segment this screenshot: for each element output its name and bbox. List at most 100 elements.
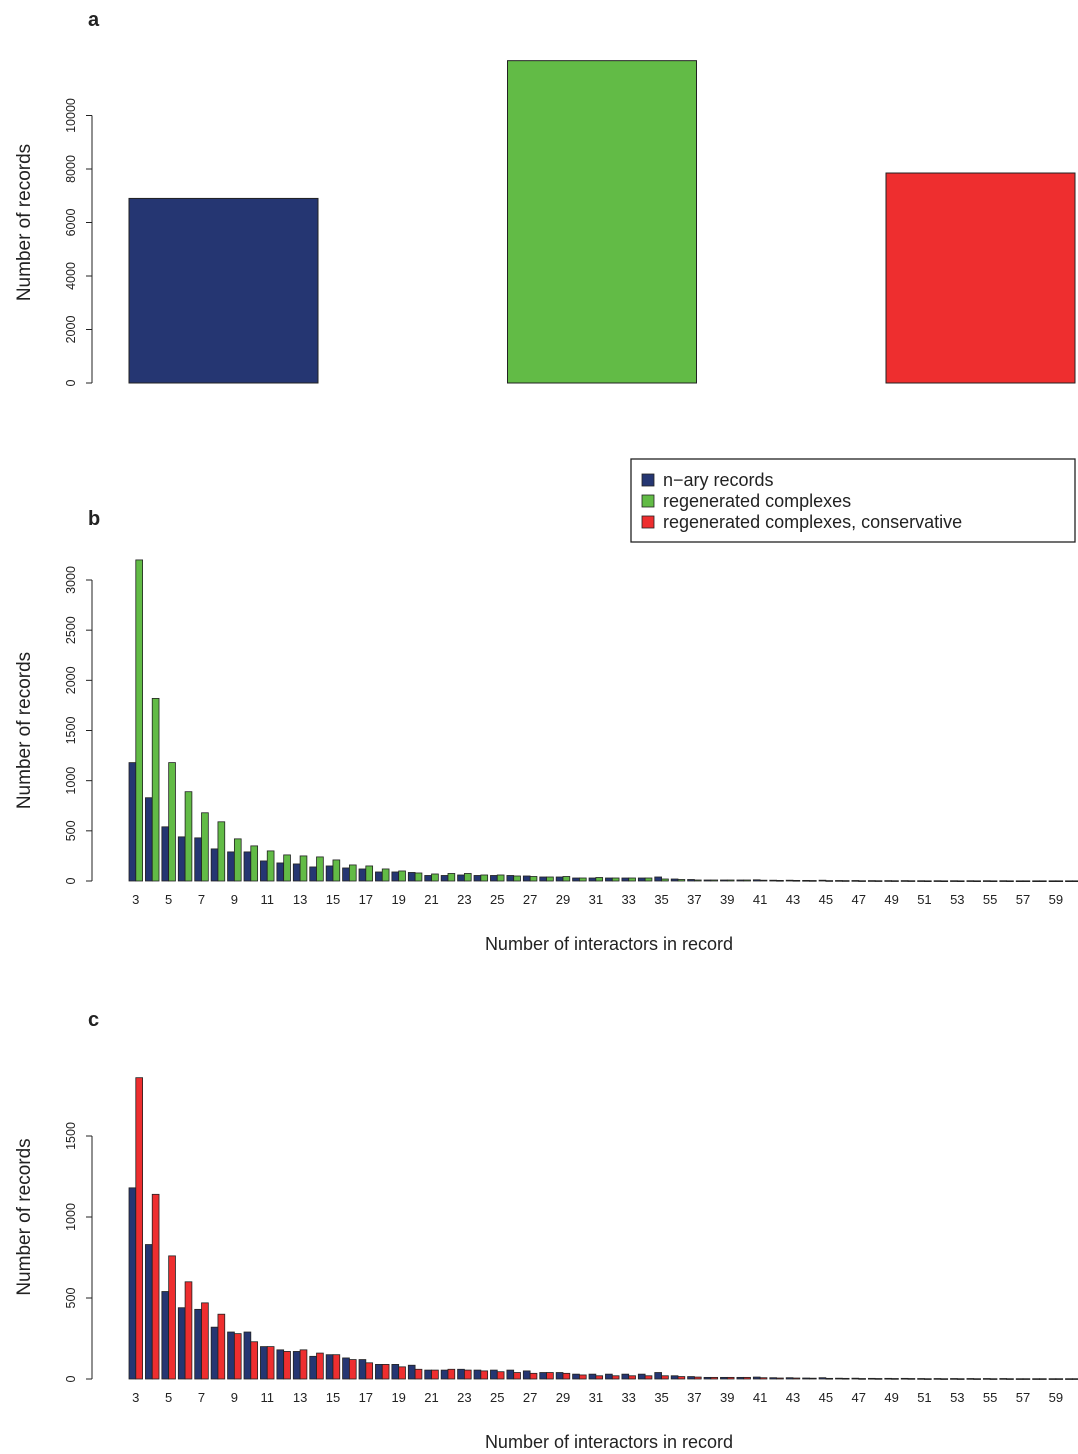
panel-c-x-tick-label: 5: [165, 1390, 172, 1405]
panel-c-bar-conservative-26: [513, 1372, 521, 1380]
panel-c-bar-nary-6: [177, 1307, 186, 1380]
panel-c-bar-conservative-9: [233, 1333, 242, 1380]
panel-b-bar-regenerated-27: [529, 876, 538, 882]
panel-b-bar-regenerated-19: [398, 870, 406, 882]
panel-c-x-tick-label: 51: [917, 1390, 931, 1405]
panel-c-bar-nary-57: [1015, 1378, 1024, 1380]
panel-c-bar-nary-31: [588, 1373, 597, 1380]
panel-b-bar-nary-17: [358, 868, 367, 882]
panel-a-y-tick-label: 4000: [64, 262, 78, 290]
legend-swatch-3: [641, 515, 655, 529]
panel-b-bar-regenerated-36: [677, 879, 686, 882]
panel-b-x-tick-label: 7: [198, 892, 205, 907]
panel-b-bar-nary-6: [177, 836, 186, 882]
panel-b-x-tick-label: 9: [231, 892, 238, 907]
panel-b-bar-regenerated-30: [579, 877, 587, 882]
panel-c-bar-nary-10: [243, 1331, 252, 1380]
panel-c-x-tick-label: 7: [198, 1390, 205, 1405]
panel-b-bar-nary-24: [473, 875, 482, 882]
panel-c-bar-nary-9: [227, 1331, 235, 1380]
panel-b-bar-regenerated-13: [299, 855, 308, 882]
panel-b-bar-nary-34: [637, 877, 646, 882]
panel-b-x-tick-label: 21: [424, 892, 438, 907]
panel-c-bar-conservative-10: [250, 1341, 259, 1380]
panel-c-bar-nary-35: [654, 1372, 662, 1380]
panel-c-bar-nary-34: [637, 1373, 646, 1380]
panel-c-bar-conservative-8: [217, 1313, 226, 1380]
panel-b-x-tick-label: 39: [720, 892, 734, 907]
panel-b-x-tick-label: 31: [589, 892, 603, 907]
panel-b-bar-regenerated-24: [480, 874, 489, 882]
panel-c-bar-conservative-47: [858, 1378, 866, 1380]
panel-c-bar-conservative-23: [463, 1369, 472, 1380]
panel-b-bar-regenerated-10: [250, 845, 259, 882]
panel-b-bar-regenerated-4: [151, 697, 160, 882]
panel-b-bar-regenerated-7: [201, 812, 209, 882]
panel-c-bar-conservative-13: [299, 1349, 308, 1380]
panel-c-x-tick-label: 47: [851, 1390, 865, 1405]
panel-b-bar-regenerated-45: [825, 880, 834, 882]
panel-b-x-tick-label: 57: [1016, 892, 1030, 907]
panel-c-bar-conservative-15: [332, 1354, 341, 1380]
panel-c-bar-conservative-46: [841, 1377, 850, 1380]
panel-b-bar-regenerated-37: [694, 879, 702, 882]
panel-b-bar-regenerated-40: [743, 879, 751, 882]
panel-c-bar-conservative-41: [759, 1377, 768, 1380]
panel-b-x-tick-label: 19: [391, 892, 405, 907]
panel-b-bar-nary-47: [851, 880, 860, 882]
panel-c-bar-nary-51: [917, 1378, 925, 1380]
panel-c-bar-conservative-33: [628, 1375, 636, 1380]
panel-c-x-tick-label: 3: [132, 1390, 139, 1405]
panel-b-bar-nary-14: [309, 866, 317, 882]
panel-label-a: a: [88, 9, 100, 31]
panel-c-x-tick-label: 49: [884, 1390, 898, 1405]
panel-b-y-tick-label: 500: [64, 820, 78, 841]
panel-b-y-tick-label: 1500: [64, 717, 78, 745]
panel-b-x-tick-label: 11: [260, 892, 274, 907]
panel-c-bar-conservative-32: [611, 1375, 620, 1380]
panel-c-x-tick-label: 25: [490, 1390, 504, 1405]
panel-b-bar-regenerated-48: [874, 880, 883, 882]
panel-a-bar-1: [128, 197, 319, 384]
panel-c-x-tick-label: 17: [359, 1390, 373, 1405]
panel-c-bar-conservative-18: [381, 1364, 390, 1380]
panel-b-bar-nary-40: [736, 879, 745, 882]
panel-c-bar-conservative-37: [694, 1376, 702, 1380]
panel-b-bar-nary-22: [440, 875, 449, 882]
panel-b-bar-regenerated-11: [266, 850, 275, 882]
panel-b-bar-regenerated-17: [365, 865, 374, 882]
panel-b-bar-regenerated-16: [348, 864, 357, 882]
panel-c-bar-nary-3: [128, 1187, 137, 1380]
panel-c-x-tick-label: 11: [260, 1390, 274, 1405]
legend-swatch-2: [641, 494, 655, 508]
panel-b-x-tick-label: 13: [293, 892, 307, 907]
panel-b-bar-nary-19: [391, 871, 400, 882]
panel-c-bar-conservative-51: [924, 1378, 932, 1380]
panel-c-bar-nary-19: [391, 1364, 400, 1380]
panel-c-y-tick-label: 1500: [64, 1122, 78, 1150]
panel-b-y-axis-label: Number of records: [14, 652, 35, 809]
panel-c-bar-conservative-55: [989, 1378, 998, 1380]
panel-c-bar-conservative-43: [792, 1377, 801, 1380]
panel-c-x-tick-label: 9: [231, 1390, 238, 1405]
panel-c-bar-nary-24: [473, 1369, 482, 1380]
panel-b-bar-regenerated-3: [135, 559, 144, 882]
panel-c-x-tick-label: 43: [786, 1390, 800, 1405]
panel-c-bar-conservative-35: [661, 1375, 669, 1380]
panel-b-bar-regenerated-28: [546, 876, 554, 882]
panel-c-bar-nary-55: [982, 1378, 991, 1380]
panel-c-bar-conservative-7: [201, 1302, 209, 1380]
panel-b-x-tick-label: 33: [621, 892, 635, 907]
panel-c-bar-conservative-16: [348, 1359, 357, 1380]
panel-b-bar-nary-8: [210, 848, 219, 882]
panel-c-bar-conservative-31: [595, 1375, 604, 1380]
panel-b-bar-nary-60: [1065, 880, 1073, 882]
panel-b-bar-regenerated-39: [726, 879, 735, 882]
panel-c-bar-nary-13: [292, 1351, 301, 1380]
panel-label-b: b: [88, 508, 100, 530]
panel-c-x-tick-label: 57: [1016, 1390, 1030, 1405]
panel-a-y-tick-label: 2000: [64, 316, 78, 344]
panel-b-bar-nary-56: [999, 880, 1007, 882]
panel-c-bar-conservative-57: [1022, 1378, 1031, 1380]
